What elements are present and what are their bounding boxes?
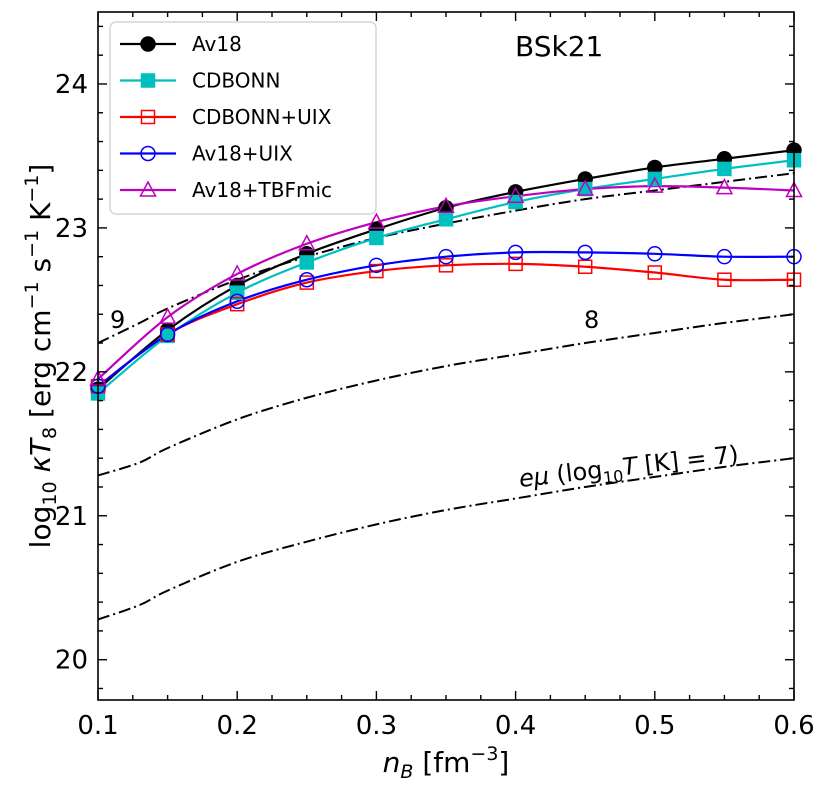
data-point-av18-uix-5 [438, 248, 454, 265]
legend-swatch-marker [140, 73, 156, 88]
data-point-cdbonn-uix-9 [717, 272, 732, 287]
data-point-cdbonn-9 [717, 161, 732, 177]
data-point-av18-uix-6 [507, 244, 524, 261]
chart-title: BSk21 [515, 30, 603, 63]
legend-entry-cdbonn-uix: CDBONN+UIX [120, 105, 332, 129]
legend-label: Av18+TBFmic [192, 178, 332, 202]
x-tick-label-3: 0.4 [495, 711, 536, 741]
legend-swatch-marker [140, 109, 156, 125]
y-tick-label-0: 20 [55, 646, 88, 676]
x-tick-label-0: 0.1 [77, 711, 118, 741]
data-point-av18-tbfmic-7 [576, 179, 594, 196]
annotation-label-9: 9 [110, 306, 125, 334]
legend-label: CDBONN+UIX [192, 105, 332, 129]
data-point-cdbonn-5 [438, 212, 454, 227]
x-tick-label-4: 0.5 [634, 711, 675, 741]
data-point-cdbonn-uix-8 [647, 265, 663, 280]
annotation-label-8: 8 [584, 306, 599, 334]
data-point-av18-tbfmic-2 [228, 264, 246, 281]
x-tick-label-2: 0.3 [356, 711, 397, 741]
legend-swatch-marker [139, 180, 157, 197]
data-point-av18-uix-4 [368, 257, 385, 274]
y-tick-label-3: 23 [55, 214, 88, 244]
data-point-av18-tbfmic-5 [437, 196, 455, 214]
data-point-av18-uix-8 [647, 246, 663, 262]
legend-entry-av18: Av18 [120, 32, 242, 56]
reference-curve-3 [97, 457, 795, 621]
data-point-av18-tbfmic-1 [158, 307, 177, 324]
y-tick-label-4: 24 [55, 70, 88, 100]
legend-box [109, 21, 377, 215]
legend-swatch-marker [140, 145, 156, 162]
data-point-cdbonn-uix-5 [438, 258, 454, 273]
legend-entry-av18-uix: Av18+UIX [120, 142, 293, 166]
y-tick-label-1: 21 [55, 502, 88, 532]
data-point-av18-tbfmic-6 [506, 186, 525, 203]
data-point-av18-uix-1 [159, 326, 176, 343]
data-point-cdbonn-uix-7 [577, 259, 593, 275]
legend-swatch-marker [140, 36, 156, 52]
legend-entry-cdbonn: CDBONN [120, 69, 280, 93]
legend-entry-av18-tbfmic: Av18+TBFmic [120, 178, 332, 202]
data-point-cdbonn-uix-6 [508, 256, 523, 272]
legend-label: CDBONN [192, 69, 280, 93]
axis-ticks: 0.1 0.2 0.3 0.4 0.5 0.6 20 21 22 23 24 [55, 12, 815, 741]
data-point-av18-uix-7 [577, 244, 593, 261]
series-line-cdbonn-uix [97, 262, 795, 388]
legend-label: Av18 [192, 32, 242, 56]
series-line-av18-uix [97, 250, 795, 388]
x-axis-label: nB [fm−3] [383, 743, 510, 783]
legend: Av18 CDBONN CDBONN+UIX Av18+UIX Av18+TBFmic [109, 21, 377, 215]
data-point-cdbonn-4 [369, 230, 384, 246]
data-point-av18-uix-9 [716, 248, 733, 265]
data-point-av18-tbfmic-3 [298, 234, 316, 251]
data-point-av18-uix-2 [229, 293, 245, 310]
data-point-av18-tbfmic-9 [715, 178, 734, 195]
data-point-cdbonn-uix-4 [369, 263, 384, 279]
y-axis-label: log10 κT8 [erg cm−1 s−1 K−1] [21, 164, 61, 549]
data-point-av18-tbfmic-8 [646, 176, 664, 193]
x-tick-label-1: 0.2 [217, 711, 258, 741]
legend-label: Av18+UIX [192, 142, 293, 166]
x-tick-label-5: 0.6 [773, 711, 814, 741]
y-tick-label-2: 22 [55, 358, 88, 388]
reference-curve-2 [97, 313, 795, 477]
data-point-av18-tbfmic-4 [367, 212, 386, 229]
data-point-av18-uix-3 [299, 271, 315, 288]
data-point-cdbonn-3 [299, 255, 315, 270]
plot-frame [97, 11, 795, 701]
